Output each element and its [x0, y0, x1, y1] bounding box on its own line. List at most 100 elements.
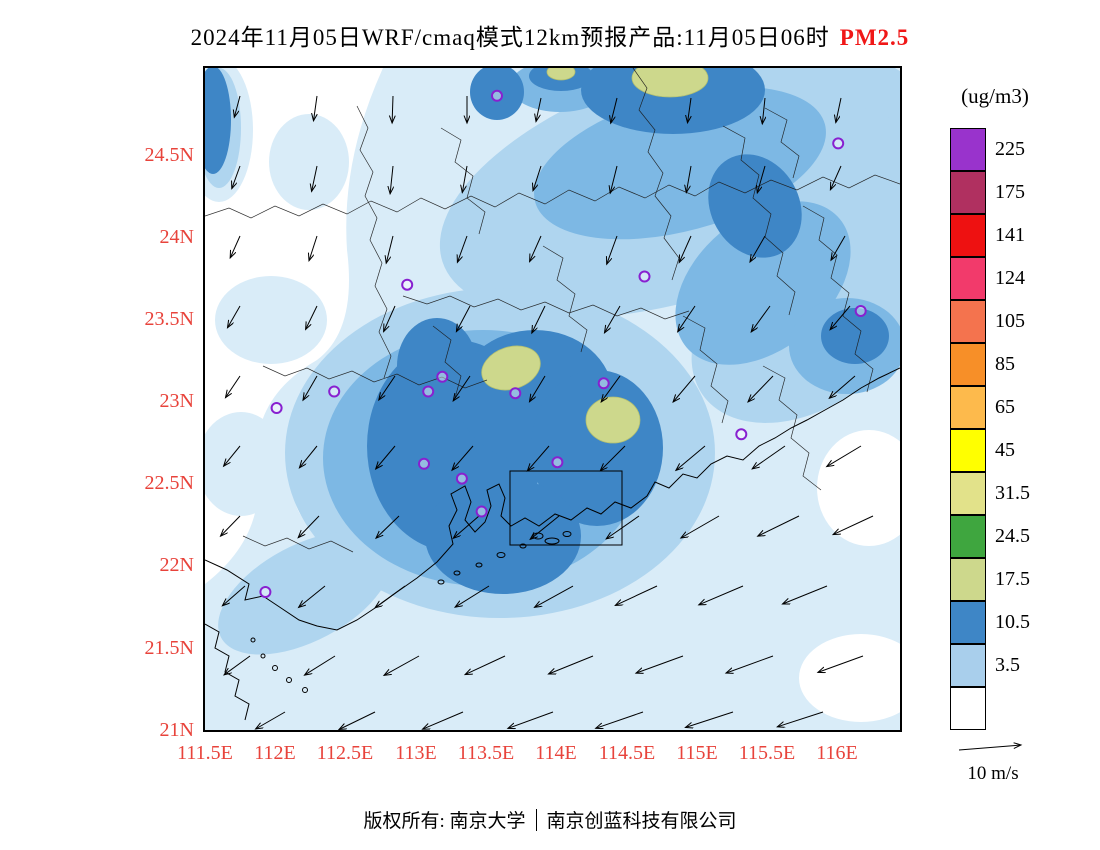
wind-arrow	[762, 97, 765, 124]
station-marker	[551, 456, 564, 469]
legend-swatch	[950, 643, 986, 687]
legend-value: 24.5	[995, 525, 1030, 547]
wind-arrow	[457, 235, 468, 262]
color-legend: 225 175 141 124 105 85 65 45 31.5 24.5 17.5 10.5 3.5	[950, 127, 1030, 730]
wind-arrow	[611, 97, 618, 123]
copyright-company: 南京创蓝科技有限公司	[546, 811, 737, 832]
wind-arrow	[456, 305, 471, 332]
lat-axis-label: 24N	[159, 226, 194, 248]
wind-arrow	[673, 375, 696, 402]
station-marker	[455, 472, 468, 485]
legend-value: 124	[995, 267, 1025, 289]
station-marker	[418, 457, 430, 470]
wind-arrow	[606, 515, 640, 539]
legend-entry: 105	[950, 299, 1030, 343]
legend-swatch	[950, 557, 986, 601]
legend-swatch	[950, 471, 986, 515]
station-marker	[328, 385, 341, 398]
wind-arrow	[232, 165, 241, 189]
legend-entry: 225	[950, 127, 1030, 171]
legend-entry: 10.5	[950, 600, 1030, 644]
legend-swatch	[950, 686, 986, 730]
admin-boundaries	[205, 68, 900, 553]
legend-swatch	[950, 299, 986, 343]
title-text: 2024年11月05日WRF/cmaq模式12km预报产品:11月05日06时	[190, 25, 830, 50]
legend-entry: 141	[950, 213, 1030, 257]
wind-arrow	[452, 445, 474, 470]
wind-arrow	[527, 445, 550, 471]
legend-entry: 175	[950, 170, 1030, 214]
lon-axis-label: 114E	[535, 742, 577, 764]
wind-arrow	[748, 375, 774, 402]
station-marker	[509, 387, 522, 400]
lat-axis-label: 21.5N	[144, 637, 194, 659]
legend-swatch	[950, 213, 986, 257]
wind-arrow	[783, 585, 828, 604]
legend-entry: 124	[950, 256, 1030, 300]
wind-vector-layer	[221, 95, 874, 730]
wind-arrow	[829, 375, 856, 398]
legend-swatch	[950, 428, 986, 472]
wind-arrow	[751, 305, 771, 332]
legend-entry: 24.5	[950, 514, 1030, 558]
legend-swatch	[950, 600, 986, 644]
wind-arrow	[818, 655, 864, 672]
wind-arrow	[536, 97, 542, 122]
lon-axis-label: 113E	[395, 742, 437, 764]
lon-axis-label: 115E	[676, 742, 718, 764]
lat-axis-label: 23.5N	[144, 308, 194, 330]
wind-arrow	[757, 165, 766, 193]
legend-value: 17.5	[995, 568, 1030, 590]
legend-entry: 17.5	[950, 557, 1030, 601]
wind-arrow	[423, 711, 464, 729]
lat-axis-label: 23N	[159, 390, 194, 412]
legend-entry	[950, 686, 1030, 730]
legend-value: 65	[995, 396, 1015, 418]
wind-arrow	[309, 235, 318, 261]
wind-reference-arrow-icon	[958, 738, 1033, 751]
page-title: 2024年11月05日WRF/cmaq模式12km预报产品:11月05日06时 P…	[0, 18, 1100, 52]
wind-arrow	[688, 97, 692, 123]
wind-arrow	[256, 711, 286, 729]
wind-arrow	[827, 445, 862, 467]
wind-arrow	[831, 235, 846, 260]
wind-arrow	[836, 97, 842, 123]
contour-level-khaki	[481, 68, 709, 444]
wind-arrow	[508, 711, 554, 728]
wind-arrow	[305, 655, 336, 675]
wind-arrow	[699, 585, 744, 605]
legend-entry: 3.5	[950, 643, 1030, 687]
legend-swatch	[950, 514, 986, 558]
station-marker-layer	[259, 89, 867, 598]
lon-axis-label: 111.5E	[177, 742, 233, 764]
lon-axis-label: 115.5E	[738, 742, 796, 764]
wind-arrow	[375, 585, 406, 608]
wind-arrow	[299, 585, 326, 607]
legend-entry: 65	[950, 385, 1030, 429]
study-area-box	[509, 470, 623, 546]
wind-arrow	[306, 305, 318, 329]
wind-arrow	[379, 375, 396, 400]
wind-arrow	[221, 515, 241, 536]
station-marker	[491, 89, 503, 102]
wind-arrow	[226, 375, 241, 398]
wind-arrow	[532, 305, 546, 333]
station-marker	[436, 370, 449, 383]
wind-arrow	[596, 711, 644, 728]
wind-arrow	[222, 585, 246, 606]
wind-arrow	[465, 655, 506, 675]
station-marker	[638, 270, 651, 283]
wind-arrow	[777, 711, 824, 727]
legend-entry: 31.5	[950, 471, 1030, 515]
wind-reference-label: 10 m/s	[967, 763, 1019, 784]
wind-arrow	[615, 585, 658, 605]
wind-arrow	[679, 235, 692, 263]
lat-axis-label: 24.5N	[144, 144, 194, 166]
wind-arrow	[376, 515, 400, 538]
legend-value: 3.5	[995, 654, 1020, 676]
wind-arrow	[535, 585, 574, 607]
footer-divider	[535, 808, 537, 831]
wind-arrow	[750, 235, 766, 262]
wind-arrow	[549, 655, 594, 674]
lat-axis-label: 22N	[159, 554, 194, 576]
